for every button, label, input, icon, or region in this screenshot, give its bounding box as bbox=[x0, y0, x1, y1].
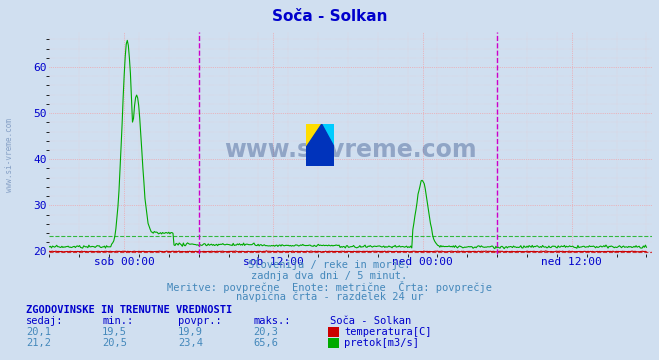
Text: 20,5: 20,5 bbox=[102, 338, 127, 348]
Text: zadnja dva dni / 5 minut.: zadnja dva dni / 5 minut. bbox=[251, 271, 408, 281]
Text: maks.:: maks.: bbox=[254, 316, 291, 326]
Text: 23,4: 23,4 bbox=[178, 338, 203, 348]
Polygon shape bbox=[306, 124, 322, 147]
Text: povpr.:: povpr.: bbox=[178, 316, 221, 326]
Text: 20,1: 20,1 bbox=[26, 327, 51, 337]
Text: www.si-vreme.com: www.si-vreme.com bbox=[5, 118, 14, 192]
Text: ZGODOVINSKE IN TRENUTNE VREDNOSTI: ZGODOVINSKE IN TRENUTNE VREDNOSTI bbox=[26, 305, 233, 315]
Text: www.si-vreme.com: www.si-vreme.com bbox=[225, 138, 477, 162]
Text: min.:: min.: bbox=[102, 316, 133, 326]
Polygon shape bbox=[322, 124, 334, 147]
Text: Meritve: povprečne  Enote: metrične  Črta: povprečje: Meritve: povprečne Enote: metrične Črta:… bbox=[167, 281, 492, 293]
Text: Soča - Solkan: Soča - Solkan bbox=[330, 316, 411, 326]
Text: Soča - Solkan: Soča - Solkan bbox=[272, 9, 387, 24]
Text: pretok[m3/s]: pretok[m3/s] bbox=[344, 338, 419, 348]
Text: 21,2: 21,2 bbox=[26, 338, 51, 348]
Text: 19,5: 19,5 bbox=[102, 327, 127, 337]
Text: temperatura[C]: temperatura[C] bbox=[344, 327, 432, 337]
Text: Slovenija / reke in morje.: Slovenija / reke in morje. bbox=[248, 260, 411, 270]
Text: 20,3: 20,3 bbox=[254, 327, 279, 337]
Text: 65,6: 65,6 bbox=[254, 338, 279, 348]
Text: 19,9: 19,9 bbox=[178, 327, 203, 337]
Text: navpična črta - razdelek 24 ur: navpična črta - razdelek 24 ur bbox=[236, 292, 423, 302]
Polygon shape bbox=[306, 124, 334, 166]
Text: sedaj:: sedaj: bbox=[26, 316, 64, 326]
